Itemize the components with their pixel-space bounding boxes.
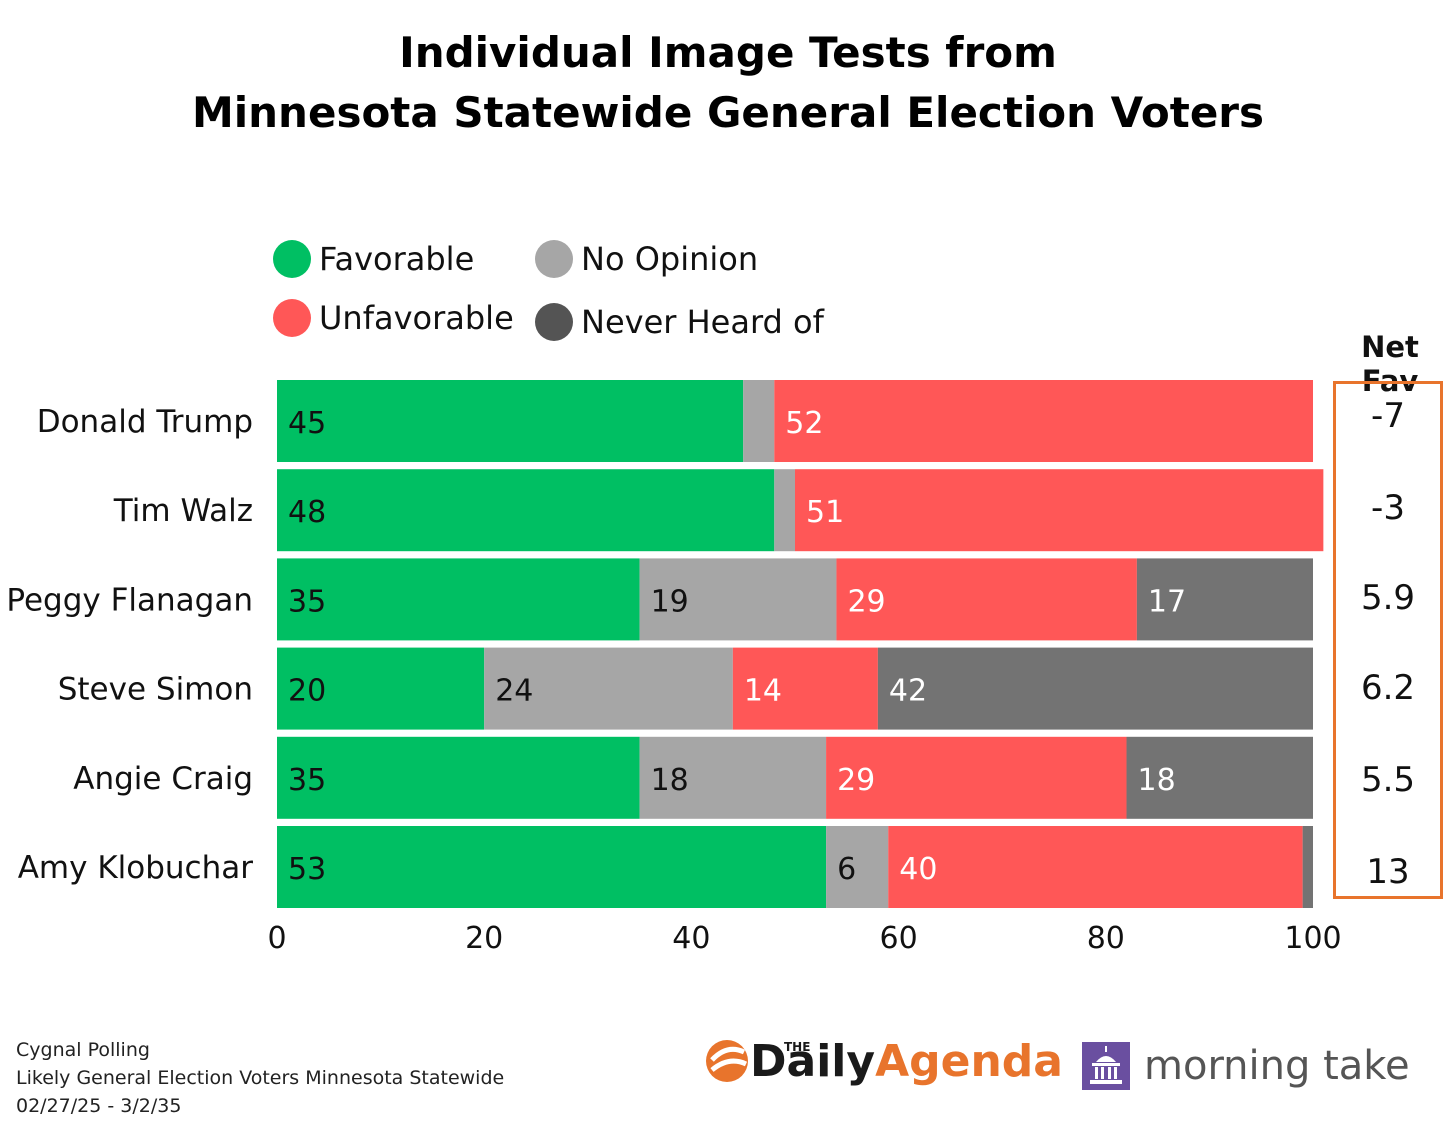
bar-segment	[774, 380, 1313, 462]
data-label: 19	[651, 584, 689, 619]
footer-sample: Likely General Election Voters Minnesota…	[16, 1067, 505, 1089]
legend-swatch-no-opinion	[535, 240, 573, 278]
net-fav-box	[1333, 381, 1443, 899]
data-label: 42	[889, 674, 927, 709]
net-fav-value: 5.9	[1360, 578, 1416, 618]
legend-swatch-never-heard-of	[535, 303, 573, 341]
bar-segment	[1136, 558, 1313, 641]
chart-title-line-2: Minnesota Statewide General Election Vot…	[191, 88, 1265, 137]
bar-segment	[277, 469, 775, 552]
daily-agenda-agenda: Agenda	[875, 1036, 1063, 1087]
data-label: 52	[785, 406, 823, 441]
data-label: 51	[806, 495, 844, 530]
bar-segment	[795, 469, 1324, 552]
bar-segment	[639, 558, 837, 641]
bar-segment	[1126, 736, 1313, 819]
data-label: 24	[495, 674, 533, 709]
bar-segment	[774, 469, 795, 552]
data-label: 45	[288, 406, 326, 441]
data-label: 29	[837, 763, 875, 798]
category-label: Amy Klobuchar	[18, 850, 254, 886]
legend-item-unfavorable: Unfavorable	[273, 299, 514, 337]
morning-take-text: morning take	[1144, 1043, 1410, 1089]
bar-segment	[877, 647, 1313, 730]
data-label: 48	[288, 495, 326, 530]
data-label: 40	[899, 852, 937, 887]
bar-segment	[277, 380, 744, 462]
bar-segment	[836, 558, 1137, 641]
net-fav-value: 6.2	[1360, 668, 1416, 708]
capitol-icon	[1082, 1042, 1130, 1090]
legend-swatch-unfavorable	[273, 299, 311, 337]
footer-source: Cygnal Polling	[16, 1039, 150, 1061]
daily-agenda-daily: Daily	[750, 1036, 876, 1087]
category-label: Angie Craig	[73, 761, 253, 797]
data-label: 20	[288, 674, 326, 709]
x-tick-label: 0	[267, 921, 286, 956]
data-label: 29	[847, 584, 885, 619]
legend-label-never-heard-of: Never Heard of	[581, 303, 824, 341]
net-fav-value: 5.5	[1360, 760, 1416, 800]
net-fav-value: -3	[1371, 488, 1405, 528]
legend-label-favorable: Favorable	[319, 240, 475, 278]
bar-segment	[826, 826, 889, 908]
category-label: Peggy Flanagan	[6, 582, 253, 618]
daily-agenda-icon	[706, 1040, 748, 1082]
footer-dates: 02/27/25 - 3/2/35	[16, 1095, 182, 1117]
morning-take-logo: morning take	[1082, 1042, 1410, 1090]
bar-segment	[277, 826, 827, 908]
category-label: Steve Simon	[58, 672, 253, 708]
data-label: 18	[651, 763, 689, 798]
data-label: 35	[288, 763, 326, 798]
category-label: Donald Trump	[37, 404, 253, 440]
bar-segment	[277, 736, 640, 819]
chart-title-line-1: Individual Image Tests from	[399, 28, 1057, 77]
legend-item-favorable: Favorable	[273, 240, 474, 278]
category-label: Tim Walz	[113, 493, 253, 529]
x-tick-label: 80	[1087, 921, 1125, 956]
x-tick-label: 100	[1284, 921, 1341, 956]
data-label: 18	[1138, 763, 1176, 798]
net-fav-value: -7	[1371, 396, 1405, 436]
legend-label-no-opinion: No Opinion	[581, 240, 759, 278]
legend-item-never-heard-of: Never Heard of	[535, 303, 824, 341]
x-tick-label: 60	[880, 921, 918, 956]
net-fav-value: 13	[1366, 852, 1410, 892]
data-label: 53	[288, 852, 326, 887]
bar-segment	[888, 826, 1303, 908]
data-label: 6	[837, 852, 856, 887]
bar-segment	[732, 647, 878, 730]
bar-segment	[484, 647, 733, 730]
bar-segment	[1302, 826, 1313, 908]
bar-segment	[277, 558, 640, 641]
data-label: 35	[288, 584, 326, 619]
data-label: 14	[744, 674, 782, 709]
bar-segment	[639, 736, 827, 819]
daily-agenda-logo: THE Daily Agenda	[704, 1038, 1063, 1084]
bar-segment	[826, 736, 1127, 819]
data-label: 17	[1148, 584, 1186, 619]
x-tick-label: 40	[672, 921, 710, 956]
legend-swatch-favorable	[273, 240, 311, 278]
legend-item-no-opinion: No Opinion	[535, 240, 758, 278]
x-tick-label: 20	[465, 921, 503, 956]
daily-agenda-the: THE	[784, 1040, 811, 1054]
bar-segment	[277, 647, 485, 730]
bar-segment	[743, 380, 775, 462]
legend-label-unfavorable: Unfavorable	[319, 299, 514, 337]
